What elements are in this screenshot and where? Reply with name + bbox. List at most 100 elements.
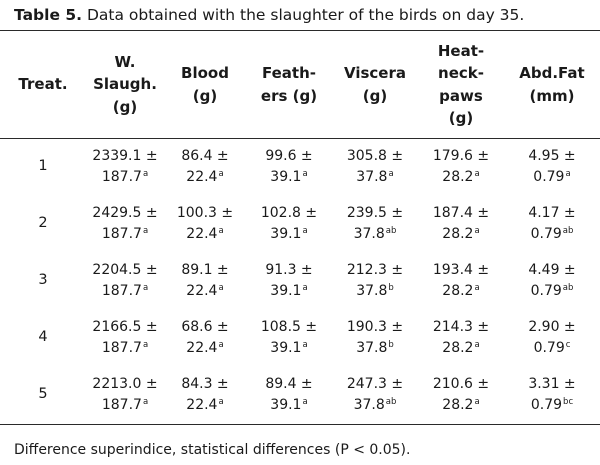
cell-sd-line: 37.8a [332, 167, 418, 188]
header-line: Slaugh. [93, 75, 157, 94]
header-abd-fat: Abd.Fat (mm) [504, 31, 600, 138]
cell-mean: 68.6 ± [181, 318, 229, 335]
cell-mean: 239.5 ± [346, 204, 404, 221]
cell-sd: 22.4 [186, 225, 218, 242]
cell-sd-line: 39.1a [246, 167, 332, 188]
cell-sd-line: 0.79bc [504, 395, 600, 416]
cell-mean: 100.3 ± [176, 204, 234, 221]
cell-sd: 22.4 [186, 168, 218, 185]
feathers-cell: 99.6 ± 39.1a [246, 138, 332, 195]
header-line: paws [439, 86, 483, 105]
cell-sd-line: 22.4a [164, 281, 246, 302]
cell-sd: 37.8 [356, 339, 388, 356]
cell-superscript: a [388, 168, 394, 179]
cell-sd-line: 22.4a [164, 338, 246, 359]
cell-sd: 39.1 [270, 225, 302, 242]
table-row: 3 2204.5 ±187.7a 89.1 ±22.4a 91.3 ±39.1a 212… [0, 252, 600, 309]
cell-mean: 4.49 ± [528, 261, 576, 278]
cell-superscript: a [142, 168, 149, 179]
cell-superscript: ab [562, 225, 574, 236]
cell-superscript: a [302, 168, 308, 179]
cell-superscript: b [388, 339, 394, 350]
blood-cell: 86.4 ± 22.4a [164, 138, 246, 195]
w-slaugh-cell: 2429.5 ± 187.7a [86, 195, 164, 252]
heat-neck-paws-cell: 210.6 ± 28.2a [418, 366, 504, 423]
header-line: Heat- [437, 41, 485, 60]
cell-mean: 91.3 ± [265, 261, 313, 278]
viscera-cell: 305.8 ± 37.8a [332, 138, 418, 195]
cell-superscript: a [142, 225, 149, 236]
cell-superscript: a [218, 225, 224, 236]
heat-neck-paws-cell: 179.6 ± 28.2a [418, 138, 504, 195]
w-slaugh-cell: 2204.5 ± 187.7a [86, 252, 164, 309]
cell-mean: 84.3 ± [181, 375, 229, 392]
viscera-cell: 247.3 ± 37.8ab [332, 366, 418, 423]
abd-fat-cell: 4.95 ± 0.79a [504, 138, 600, 195]
cell-superscript: a [474, 282, 480, 293]
cell-sd-line: 187.7a [86, 338, 164, 359]
table-caption: Table 5. Data obtained with the slaughte… [14, 4, 524, 26]
header-line: (g) [112, 97, 138, 116]
cell-mean: 4.95 ± [528, 147, 576, 164]
header-line: Blood [181, 64, 229, 82]
cell-sd-line: 22.4a [164, 395, 246, 416]
cell-superscript: ab [385, 225, 397, 236]
treat-cell: 4 [38, 329, 48, 345]
viscera-cell: 239.5 ± 37.8ab [332, 195, 418, 252]
cell-sd-line: 0.79c [504, 338, 600, 359]
heat-neck-paws-cell: 214.3 ± 28.2a [418, 309, 504, 366]
treat-cell: 2 [38, 215, 48, 231]
table-header-row: Treat. W. Slaugh. (g) Blood (g) Feath-ers (… [0, 31, 600, 138]
cell-mean: 210.6 ± [432, 375, 490, 392]
cell-mean: 212.3 ± [346, 261, 404, 278]
cell-sd-line: 187.7a [86, 224, 164, 245]
cell-sd: 37.8 [356, 168, 388, 185]
cell-sd: 28.2 [442, 339, 474, 356]
cell-sd: 37.8 [356, 282, 388, 299]
table-caption-text: Data obtained with the slaughter of the … [82, 6, 525, 24]
cell-mean: 2213.0 ± [92, 375, 158, 392]
cell-mean: 305.8 ± [346, 147, 404, 164]
blood-cell: 68.6 ± 22.4a [164, 309, 246, 366]
cell-sd: 39.1 [270, 396, 302, 413]
cell-sd-line: 37.8ab [332, 395, 418, 416]
cell-sd: 22.4 [186, 396, 218, 413]
heat-neck-paws-cell: 193.4 ± 28.2a [418, 252, 504, 309]
cell-superscript: a [474, 339, 480, 350]
table-label: Table 5. [14, 6, 83, 24]
cell-superscript: b [388, 282, 394, 293]
feathers-cell: 108.5 ± 39.1a [246, 309, 332, 366]
cell-mean: 89.4 ± [265, 375, 313, 392]
header-viscera: Viscera (g) [332, 31, 418, 138]
table-body: 1 2339.1 ±187.7a 86.4 ±22.4a 99.6 ±39.1a 305… [0, 138, 600, 423]
cell-sd-line: 28.2a [418, 224, 504, 245]
cell-sd-line: 37.8ab [332, 224, 418, 245]
w-slaugh-cell: 2213.0 ± 187.7a [86, 366, 164, 423]
header-line: W. [114, 52, 136, 71]
cell-sd-line: 0.79a [504, 167, 600, 188]
cell-superscript: ab [562, 282, 574, 293]
table-row: 5 2213.0 ±187.7a 84.3 ±22.4a 89.4 ±39.1a 247… [0, 366, 600, 423]
cell-superscript: a [474, 168, 480, 179]
cell-sd: 39.1 [270, 168, 302, 185]
abd-fat-cell: 2.90 ± 0.79c [504, 309, 600, 366]
abd-fat-cell: 4.17 ± 0.79ab [504, 195, 600, 252]
cell-superscript: a [142, 282, 149, 293]
cell-sd: 22.4 [186, 339, 218, 356]
cell-sd-line: 0.79ab [504, 224, 600, 245]
cell-mean: 2166.5 ± [92, 318, 158, 335]
cell-sd-line: 0.79ab [504, 281, 600, 302]
header-line: neck- [438, 64, 484, 82]
cell-sd-line: 22.4a [164, 224, 246, 245]
w-slaugh-cell: 2166.5 ± 187.7a [86, 309, 164, 366]
cell-mean: 193.4 ± [432, 261, 490, 278]
abd-fat-cell: 3.31 ± 0.79bc [504, 366, 600, 423]
viscera-cell: 212.3 ± 37.8b [332, 252, 418, 309]
cell-sd-line: 28.2a [418, 167, 504, 188]
cell-mean: 187.4 ± [432, 204, 490, 221]
cell-sd: 28.2 [442, 225, 474, 242]
cell-sd: 0.79 [530, 225, 562, 242]
cell-superscript: a [302, 225, 308, 236]
treat-cell: 3 [38, 272, 48, 288]
table-row: 4 2166.5 ±187.7a 68.6 ±22.4a 108.5 ±39.1a 19… [0, 309, 600, 366]
